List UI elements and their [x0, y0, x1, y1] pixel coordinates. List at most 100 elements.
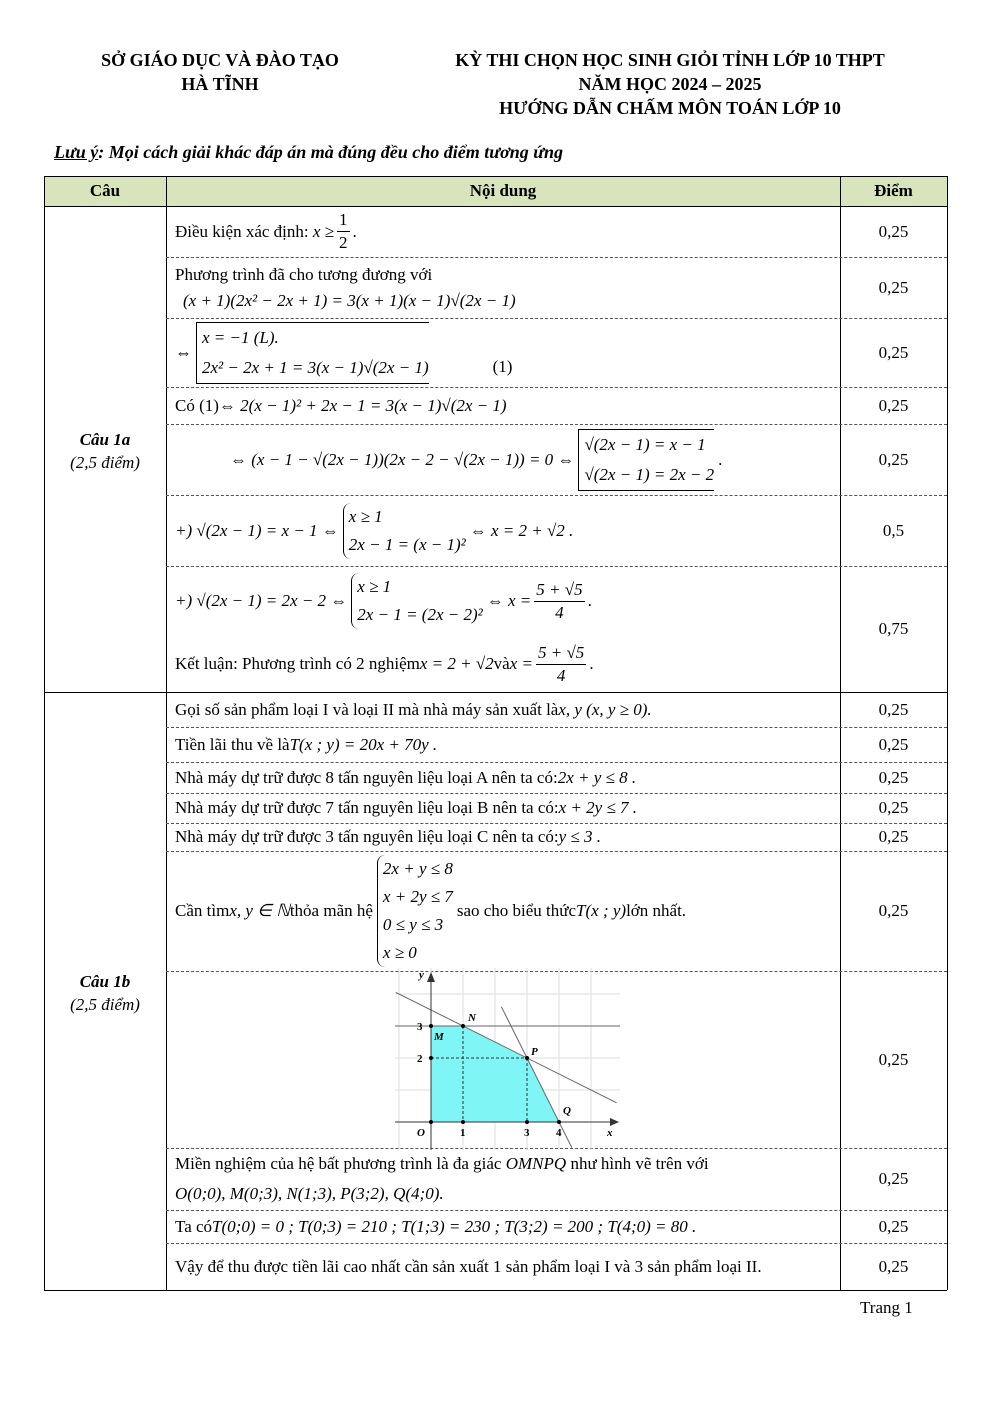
- formula: +) √(2x − 1) = x − 1 ⇔: [175, 520, 339, 540]
- formula: x = −1 (L).: [202, 327, 279, 347]
- formula: OMNPQ: [505, 1154, 567, 1173]
- col-header-noidung: Nội dung: [469, 181, 537, 200]
- row-1a-5: ⇔ (x − 1 − √(2x − 1))(2x − 2 − √(2x − 1)…: [175, 424, 835, 495]
- formula: ⇔ 2(x − 1)² + 2x − 1 = 3(x − 1)√(2x − 1): [218, 395, 507, 415]
- note-text: : Mọi cách giải khác đáp án mà đúng đều …: [98, 142, 564, 162]
- score: 0,25: [878, 827, 909, 846]
- score: 0,25: [878, 277, 909, 297]
- formula: √(2x − 1) = 2x − 2: [584, 464, 715, 484]
- origin-label: O: [417, 1127, 425, 1139]
- formula: T(0;0) = 0 ; T(0;3) = 210 ; T(1;3) = 230…: [212, 1216, 697, 1236]
- vertex-dot: [461, 1120, 465, 1124]
- formula: T(x ; y) = 20x + 70y .: [289, 734, 438, 754]
- vertex-dot: [429, 1056, 433, 1060]
- formula: x ≥: [312, 221, 334, 241]
- row-1b-5: Nhà máy dự trữ được 3 tấn nguyên liệu lo…: [175, 823, 835, 851]
- header-left: SỞ GIÁO DỤC VÀ ĐÀO TẠO HÀ TĨNH: [60, 48, 380, 96]
- row-1a-4: Có (1) ⇔ 2(x − 1)² + 2x − 1 = 3(x − 1)√(…: [175, 387, 835, 424]
- equation-tag: (1): [492, 356, 513, 376]
- line-2x-y-8: [500, 1006, 573, 1148]
- formula: 0 ≤ y ≤ 3: [382, 915, 444, 934]
- y-tick-label: 2: [417, 1053, 423, 1065]
- x-tick-label: 1: [460, 1127, 466, 1139]
- score: 0,25: [878, 734, 909, 754]
- vertex-dot: [429, 1120, 433, 1124]
- table-header: [44, 176, 947, 206]
- y-axis-arrow: [427, 972, 435, 982]
- col-header-cau: Câu: [89, 181, 121, 200]
- border: [840, 176, 841, 1290]
- point-label-p: P: [531, 1046, 538, 1058]
- divider: [166, 823, 947, 824]
- score: 0,25: [878, 699, 909, 719]
- text: Điều kiện xác định:: [175, 221, 309, 241]
- formula: ⇔ x =: [486, 591, 532, 610]
- divider: [166, 727, 947, 728]
- question-title: Câu 1b: [79, 972, 131, 991]
- score: 0,25: [878, 767, 909, 787]
- score: 0,5: [882, 520, 905, 540]
- divider: [166, 851, 947, 852]
- text: như hình vẽ trên với: [566, 1154, 709, 1173]
- text: Tiền lãi thu về là: [175, 734, 290, 754]
- row-1a-2: Phương trình đã cho tương đương với (x + …: [175, 257, 835, 318]
- col-header-diem: Điểm: [874, 181, 913, 200]
- border: [44, 176, 45, 1290]
- divider: [166, 318, 947, 319]
- formula: +) √(2x − 1) = 2x − 2 ⇔: [175, 591, 348, 610]
- vertex-dot: [525, 1120, 529, 1124]
- formula: x =: [509, 654, 533, 673]
- row-1b-9: Ta có T(0;0) = 0 ; T(0;3) = 210 ; T(1;3)…: [175, 1210, 835, 1243]
- border: [947, 176, 948, 1290]
- text: .: [587, 591, 592, 610]
- text: Kết luận: Phương trình có 2 nghiệm: [175, 654, 420, 673]
- bracket-set: √(2x − 1) = x − 1 √(2x − 1) = 2x − 2: [578, 428, 715, 491]
- question-1b-label: Câu 1b (2,5 điểm): [44, 970, 166, 1016]
- text: Nhà máy dự trữ được 7 tấn nguyên liệu lo…: [175, 798, 559, 817]
- formula: x ≥ 1: [357, 577, 392, 596]
- text: Phương trình đã cho tương đương với: [175, 264, 433, 284]
- row-1a-6: +) √(2x − 1) = x − 1 ⇔ x ≥ 1 2x − 1 = (x −…: [175, 495, 835, 566]
- bracket-set: x = −1 (L). 2x² − 2x + 1 = 3(x − 1)√(2x −…: [196, 321, 429, 384]
- score: 0,25: [878, 221, 909, 241]
- text: Nhà máy dự trữ được 3 tấn nguyên liệu lo…: [175, 827, 559, 846]
- province: HÀ TĨNH: [181, 74, 259, 94]
- exam-title: KỲ THI CHỌN HỌC SINH GIỎI TỈNH LỚP 10 TH…: [455, 50, 885, 70]
- formula: O(0;0), M(0;3), N(1;3), P(3;2), Q(4;0).: [175, 1184, 444, 1203]
- divider: [166, 762, 947, 763]
- text: .: [718, 449, 723, 469]
- vertex-dot: [557, 1120, 561, 1124]
- text: lớn nhất.: [626, 901, 687, 920]
- y-tick-label: 3: [417, 1021, 423, 1033]
- formula: 2x − 1 = (x − 1)²: [348, 534, 466, 554]
- school-year: NĂM HỌC 2024 – 2025: [578, 74, 762, 94]
- row-1a-conclusion: Kết luận: Phương trình có 2 nghiệm x = 2…: [175, 636, 835, 692]
- divider: [166, 1243, 947, 1244]
- divider: [166, 1148, 947, 1149]
- formula: T(x ; y): [576, 901, 627, 920]
- formula: x + 2y ≤ 7 .: [558, 798, 638, 817]
- border: [44, 176, 947, 177]
- fraction: 5 + √5 4: [534, 579, 585, 624]
- score: 0,25: [878, 342, 909, 362]
- text: Nhà máy dự trữ được 8 tấn nguyên liệu lo…: [175, 767, 558, 787]
- denominator: 4: [556, 665, 566, 685]
- point-label-m: M: [433, 1031, 445, 1043]
- score: 0,25: [878, 449, 909, 469]
- border: [166, 176, 167, 1290]
- text: Vậy để thu được tiền lãi cao nhất cần sả…: [175, 1256, 762, 1276]
- point-label-n: N: [467, 1012, 477, 1024]
- divider: [166, 793, 947, 794]
- vertex-dot: [525, 1056, 529, 1060]
- text: Ta có: [175, 1216, 213, 1236]
- score: 0,25: [878, 901, 909, 920]
- row-1a-7: +) √(2x − 1) = 2x − 2 ⇔ x ≥ 1 2x − 1 = (2x…: [175, 566, 835, 636]
- line: Miền nghiệm của hệ bất phương trình là đ…: [175, 1149, 709, 1179]
- formula: √(2x − 1) = x − 1: [584, 434, 706, 454]
- vertex-dot: [429, 1024, 433, 1028]
- question-points: (2,5 điểm): [70, 453, 140, 472]
- system: 2x + y ≤ 8 x + 2y ≤ 7 0 ≤ y ≤ 3 x ≥ 0: [376, 855, 453, 967]
- divider: [166, 1210, 947, 1211]
